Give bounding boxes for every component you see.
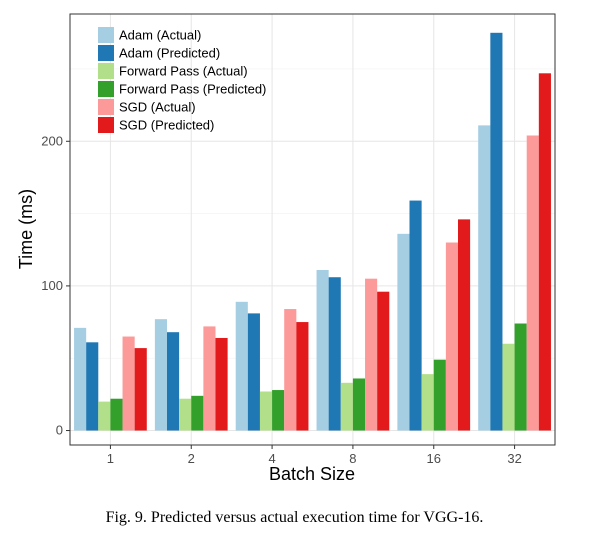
bar [154, 319, 167, 431]
legend-label: SGD (Predicted) [119, 118, 214, 133]
y-tick-label: 100 [41, 278, 63, 293]
bar [272, 390, 285, 431]
bar-chart: 0 100 200 1 2 4 8 16 32 Batch Size Time (ms) Ad… [16, 13, 556, 484]
bar [445, 242, 458, 431]
x-tick-label: 2 [188, 451, 195, 466]
bar [284, 309, 297, 431]
x-tick-label: 1 [107, 451, 114, 466]
bar [365, 278, 378, 431]
legend-key [98, 117, 114, 133]
bar [259, 391, 273, 431]
bar [167, 332, 180, 431]
bar [316, 269, 329, 431]
legend-label: Forward Pass (Predicted) [119, 82, 266, 97]
x-tick-label: 16 [427, 451, 441, 466]
bar [526, 135, 539, 431]
bar [377, 291, 390, 431]
y-axis-ticks: 0 100 200 [41, 133, 70, 438]
legend-label: SGD (Actual) [119, 100, 196, 115]
bar [421, 374, 434, 431]
legend-key [98, 63, 114, 79]
bar [490, 32, 503, 431]
x-tick-label: 32 [507, 451, 521, 466]
legend-key [98, 81, 114, 97]
legend-key [98, 27, 114, 43]
y-tick-label: 0 [56, 423, 63, 438]
legend-label: Adam (Predicted) [119, 46, 220, 61]
bar [296, 322, 309, 431]
bar [134, 348, 147, 431]
legend-key [98, 45, 114, 61]
legend-label: Adam (Actual) [119, 28, 201, 43]
figure-caption: Fig. 9. Predicted versus actual executio… [105, 509, 484, 526]
bar [478, 125, 491, 431]
bar [203, 326, 216, 431]
bar [397, 233, 410, 431]
legend-label: Forward Pass (Actual) [119, 64, 248, 79]
bar [340, 382, 353, 431]
bar [215, 337, 228, 431]
bar [191, 395, 204, 431]
bar [328, 277, 341, 431]
bar [433, 359, 446, 431]
bar [122, 336, 135, 431]
bar [352, 378, 366, 431]
bar [409, 200, 422, 431]
bars [74, 32, 551, 431]
legend: Adam (Actual) Adam (Predicted) Forward Pas… [98, 27, 266, 133]
bar [538, 73, 551, 431]
bar [110, 398, 123, 431]
bar [502, 343, 515, 431]
legend-key [98, 99, 114, 115]
x-axis-ticks: 1 2 4 8 16 32 [107, 445, 522, 466]
bar [98, 401, 111, 431]
y-tick-label: 200 [41, 133, 63, 148]
bar [458, 219, 471, 431]
y-axis-title: Time (ms) [16, 189, 36, 269]
bar [74, 327, 87, 431]
bar [235, 301, 248, 431]
bar [247, 313, 260, 431]
x-axis-title: Batch Size [269, 464, 355, 484]
x-tick-label: 4 [268, 451, 275, 466]
bar [514, 323, 527, 431]
bar [86, 342, 99, 431]
bar [179, 398, 192, 431]
plot-panel-border [69, 13, 556, 446]
x-tick-label: 8 [349, 451, 356, 466]
